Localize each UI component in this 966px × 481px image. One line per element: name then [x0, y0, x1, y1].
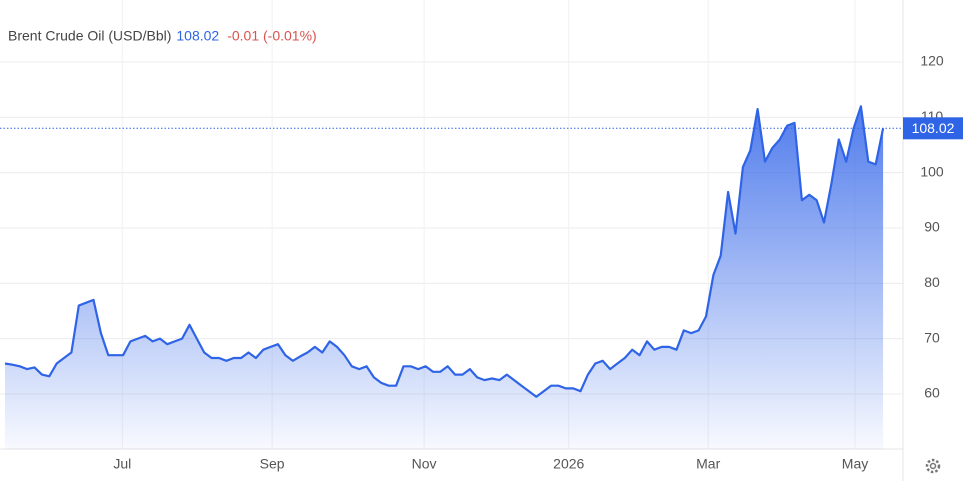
y-tick-label: 120	[920, 53, 944, 69]
settings-icon[interactable]	[925, 458, 941, 474]
last-price-badge	[903, 117, 963, 140]
x-tick-label: Mar	[696, 456, 720, 472]
y-tick-label: 90	[924, 219, 940, 235]
x-tick-label: Jul	[113, 456, 131, 472]
area	[5, 106, 884, 450]
y-tick-label: 80	[924, 274, 940, 290]
y-tick-label: 60	[924, 385, 940, 401]
x-tick-label: Nov	[412, 456, 437, 472]
header-price: 108.02	[176, 28, 219, 44]
y-tick-label: 100	[920, 163, 944, 179]
chart-title: Brent Crude Oil (USD/Bbl)	[8, 28, 171, 44]
last-price-label: 108.02	[912, 120, 955, 136]
line	[4, 105, 885, 398]
x-tick-label: Sep	[260, 456, 285, 472]
x-tick-label: May	[842, 456, 868, 472]
y-tick-label: 70	[924, 329, 940, 345]
x-tick-label: 2026	[553, 456, 584, 472]
